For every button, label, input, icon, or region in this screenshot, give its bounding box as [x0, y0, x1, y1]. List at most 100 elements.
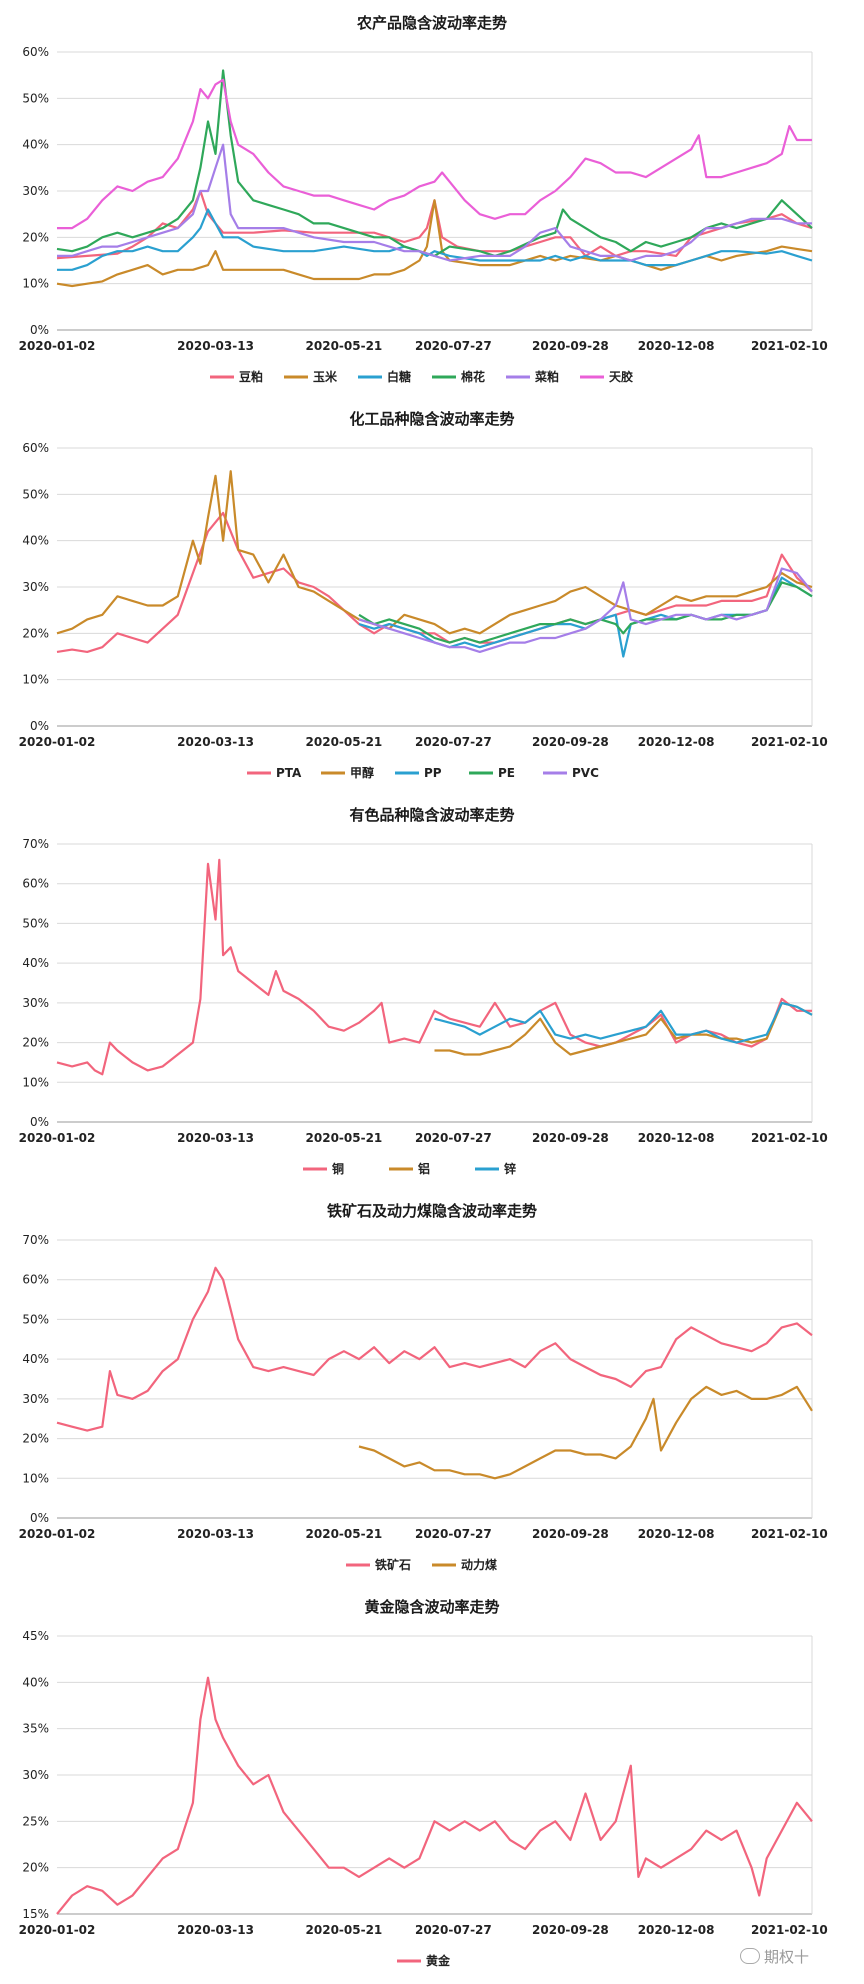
y-tick-label: 60%: [22, 877, 49, 891]
series-line-5: [358, 567, 813, 653]
y-tick-label: 40%: [22, 138, 49, 152]
legend-label: 铝: [418, 1161, 430, 1176]
legend-label: 铁矿石: [375, 1557, 411, 1572]
legend-label: 菜粕: [534, 369, 559, 384]
legend-item-4: PE: [469, 766, 515, 780]
x-tick-label: 2020-09-28: [532, 1131, 609, 1145]
y-tick-label: 20%: [22, 230, 49, 244]
legend-label: PE: [498, 766, 515, 780]
x-tick-label: 2021-02-10: [751, 1923, 828, 1937]
y-tick-label: 40%: [22, 956, 49, 970]
legend-item-3: 白糖: [358, 369, 411, 384]
y-tick-label: 10%: [22, 673, 49, 687]
legend-label: 白糖: [387, 369, 411, 384]
x-tick-label: 2020-01-02: [19, 1527, 96, 1541]
chart-panel-5: 黄金隐含波动率走势 15% 20% 25% 30% 35% 40% 45% 2020-01-02…: [0, 1584, 864, 1984]
y-tick-label: 50%: [22, 487, 49, 501]
y-tick-label: 10%: [22, 1075, 49, 1089]
legend-label: 玉米: [313, 369, 338, 384]
x-tick-label: 2021-02-10: [751, 735, 828, 749]
y-tick-label: 0%: [30, 323, 49, 337]
series-line-4: [56, 69, 813, 257]
y-tick-label: 10%: [22, 277, 49, 291]
y-tick-label: 30%: [22, 184, 49, 198]
y-tick-label: 20%: [22, 626, 49, 640]
series-line-2: [56, 199, 813, 288]
y-tick-label: 70%: [22, 1233, 49, 1247]
legend-label: PP: [424, 766, 442, 780]
chart-3: 有色品种隐含波动率走势 0% 10% 20% 30% 40% 50% 60% 70% 2020-0…: [19, 806, 828, 1176]
y-tick-label: 0%: [30, 1511, 49, 1525]
chart-panel-2: 化工品种隐含波动率走势 0% 10% 20% 30% 40% 50% 60% 2020-01-0…: [0, 396, 864, 796]
x-tick-label: 2020-03-13: [177, 735, 254, 749]
y-tick-label: 20%: [22, 1036, 49, 1050]
x-tick-label: 2020-07-27: [415, 1131, 492, 1145]
x-tick-label: 2020-03-13: [177, 1923, 254, 1937]
y-tick-label: 70%: [22, 837, 49, 851]
x-tick-label: 2020-01-02: [19, 1923, 96, 1937]
chart-panel-4: 铁矿石及动力煤隐含波动率走势 0% 10% 20% 30% 40% 50% 60% 70% 202…: [0, 1188, 864, 1588]
x-tick-label: 2020-05-21: [306, 1131, 383, 1145]
legend-item-3: PP: [395, 766, 442, 780]
x-tick-label: 2020-07-27: [415, 1527, 492, 1541]
x-tick-label: 2020-12-08: [638, 339, 715, 353]
y-tick-label: 25%: [22, 1814, 49, 1828]
x-tick-label: 2020-03-13: [177, 339, 254, 353]
chart-title: 黄金隐含波动率走势: [364, 1598, 499, 1616]
chart-title: 铁矿石及动力煤隐含波动率走势: [327, 1202, 537, 1220]
y-tick-label: 35%: [22, 1722, 49, 1736]
legend-label: PVC: [572, 766, 599, 780]
y-tick-label: 40%: [22, 534, 49, 548]
legend-label: 甲醇: [350, 765, 374, 780]
legend-item-5: 菜粕: [506, 369, 559, 384]
x-tick-label: 2020-09-28: [532, 735, 609, 749]
legend-label: 豆粕: [239, 369, 263, 384]
series-line-3: [434, 1001, 813, 1044]
series-line-1: [56, 511, 813, 653]
legend-item-2: 动力煤: [432, 1557, 497, 1572]
series-line-2: [434, 1001, 813, 1056]
x-tick-label: 2020-03-13: [177, 1131, 254, 1145]
x-tick-label: 2020-01-02: [19, 735, 96, 749]
x-tick-label: 2020-07-27: [415, 735, 492, 749]
y-tick-label: 40%: [22, 1675, 49, 1689]
watermark-text: 期权十: [764, 1948, 810, 1966]
x-tick-label: 2020-09-28: [532, 1923, 609, 1937]
legend-item-1: 铜: [303, 1161, 344, 1176]
chart-panel-3: 有色品种隐含波动率走势 0% 10% 20% 30% 40% 50% 60% 70% 2020-0…: [0, 792, 864, 1192]
x-tick-label: 2021-02-10: [751, 1527, 828, 1541]
series-line-1: [56, 1266, 813, 1432]
wechat-icon: [740, 1948, 760, 1964]
y-tick-label: 45%: [22, 1629, 49, 1643]
x-tick-label: 2020-09-28: [532, 1527, 609, 1541]
legend-item-3: 锌: [475, 1161, 516, 1176]
legend-item-4: 棉花: [432, 369, 485, 384]
chart-1: 农产品隐含波动率走势 0% 10% 20% 30% 40% 50% 60% 2020-01-02…: [19, 14, 828, 384]
legend-label: 天胶: [609, 369, 633, 384]
legend-label: 锌: [504, 1161, 516, 1176]
x-tick-label: 2020-12-08: [638, 1131, 715, 1145]
y-tick-label: 20%: [22, 1432, 49, 1446]
series-line-1: [56, 1676, 813, 1915]
y-tick-label: 10%: [22, 1471, 49, 1485]
x-tick-label: 2021-02-10: [751, 339, 828, 353]
series-line-2: [56, 470, 813, 635]
legend-item-1: 豆粕: [210, 369, 263, 384]
y-tick-label: 30%: [22, 996, 49, 1010]
y-tick-label: 50%: [22, 916, 49, 930]
y-tick-label: 60%: [22, 1273, 49, 1287]
x-tick-label: 2020-07-27: [415, 1923, 492, 1937]
x-tick-label: 2020-07-27: [415, 339, 492, 353]
legend-item-5: PVC: [543, 766, 599, 780]
y-tick-label: 30%: [22, 1768, 49, 1782]
legend-item-2: 铝: [389, 1161, 430, 1176]
y-tick-label: 30%: [22, 580, 49, 594]
legend-item-1: 铁矿石: [346, 1557, 411, 1572]
y-tick-label: 40%: [22, 1352, 49, 1366]
y-tick-label: 0%: [30, 719, 49, 733]
y-tick-label: 60%: [22, 441, 49, 455]
y-tick-label: 30%: [22, 1392, 49, 1406]
y-tick-label: 15%: [22, 1907, 49, 1921]
x-tick-label: 2020-09-28: [532, 339, 609, 353]
legend-item-1: 黄金: [397, 1953, 451, 1968]
